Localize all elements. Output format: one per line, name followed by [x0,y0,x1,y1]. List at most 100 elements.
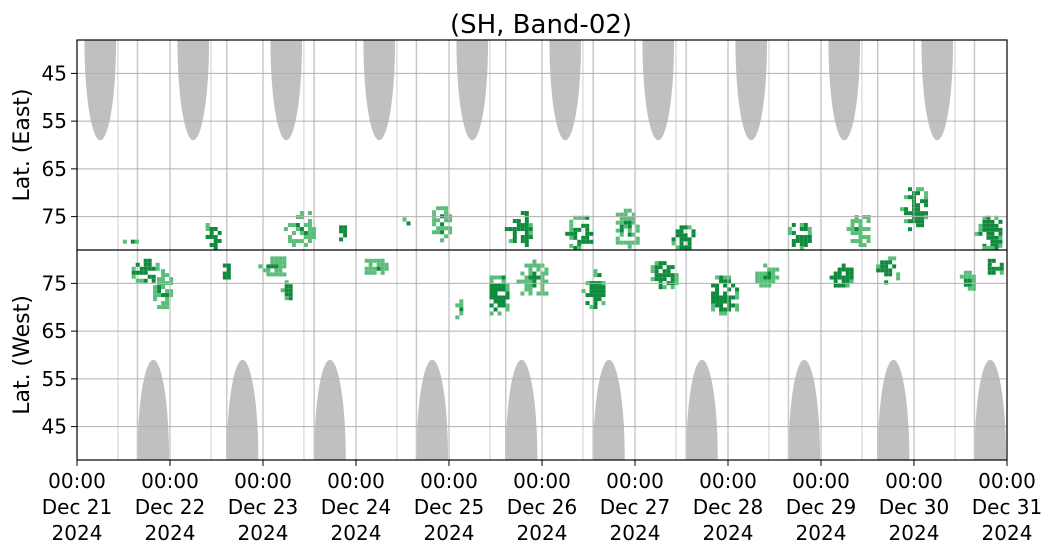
activity-cell [711,291,716,296]
activity-cell [489,311,494,316]
x-tick-label-year: 2024 [703,521,754,545]
activity-cell [904,195,909,200]
activity-cell [205,222,210,227]
activity-cell [161,277,166,282]
activity-cell [459,299,464,304]
activity-cell [307,227,312,232]
activity-cell [837,275,842,280]
activity-cell [440,230,445,235]
activity-cell [990,223,995,228]
activity-cell [489,279,494,284]
no-data-region-east [270,40,303,141]
activity-cell [282,272,287,277]
activity-cell [585,215,590,220]
activity-cell [631,232,636,237]
activity-cell [683,245,688,250]
x-tick-label-date: Dec 27 [600,495,671,519]
activity-cell [658,285,663,290]
activity-cell [767,279,772,284]
activity-cell [131,270,136,275]
activity-cell [999,262,1004,267]
activity-cell [161,305,166,310]
activity-cell [675,233,680,238]
activity-cell [165,301,170,306]
activity-cell [161,269,166,274]
activity-cell [924,195,929,200]
x-tick-label-time: 00:00 [420,469,478,493]
activity-cell [565,231,570,236]
activity-cell [520,235,525,240]
no-data-region-west [788,359,821,460]
activity-cell [368,270,373,275]
activity-cell [489,283,494,288]
activity-cell [278,260,283,265]
plot-area [76,40,1008,460]
activity-cell [295,223,300,228]
activity-cell [683,233,688,238]
activity-cell [775,267,780,272]
activity-cell [845,279,850,284]
activity-cell [299,211,304,216]
activity-cell [735,303,740,308]
activity-cell [573,215,578,220]
activity-cell [991,266,996,271]
activity-cell [679,225,684,230]
activity-cell [436,218,441,223]
no-data-region-east [456,40,489,141]
activity-cell [153,293,158,298]
activity-cell [858,239,863,244]
activity-cell [615,228,620,233]
activity-cell [619,216,624,221]
activity-cell [924,199,929,204]
activity-cell [631,240,636,245]
activity-cell [763,279,768,284]
activity-cell [998,243,1003,248]
activity-cell [731,283,736,288]
activity-cell [711,299,716,304]
activity-cell [924,215,929,220]
x-tick-label-time: 00:00 [885,469,943,493]
activity-cell [990,239,995,244]
activity-cell [683,237,688,242]
activity-cell [520,271,525,276]
activity-cell [222,275,227,280]
activity-cell [343,229,348,234]
x-tick-label-year: 2024 [145,521,196,545]
activity-cell [662,273,667,278]
activity-cell [615,220,620,225]
activity-cell [157,293,162,298]
activity-cell [209,226,214,231]
activity-cell [679,241,684,246]
activity-cell [807,226,812,231]
x-tick-label-date: Dec 23 [228,495,299,519]
activity-cell [161,273,166,278]
activity-cell [593,293,598,298]
activity-cell [436,226,441,231]
activity-cell [597,285,602,290]
activity-cell [727,299,732,304]
activity-cell [516,227,521,232]
x-tick-label-year: 2024 [238,521,289,545]
activity-cell [280,288,285,293]
activity-cell [711,283,716,288]
activity-cell [670,277,675,282]
activity-cell [573,227,578,232]
activity-cell [147,266,152,271]
activity-cell [489,287,494,292]
activity-cell [767,275,772,280]
activity-cell [524,279,529,284]
activity-cell [448,230,453,235]
activity-cell [143,278,148,283]
activity-cell [459,311,464,316]
activity-cell [520,211,525,216]
activity-cell [986,246,991,250]
x-tick-label-year: 2024 [610,521,661,545]
activity-cell [884,272,889,277]
x-tick-label-time: 00:00 [978,469,1036,493]
no-data-region-east [735,40,768,141]
activity-cell [165,293,170,298]
activity-cell [623,208,628,213]
activity-cell [169,293,174,298]
no-data-region-east [642,40,675,141]
